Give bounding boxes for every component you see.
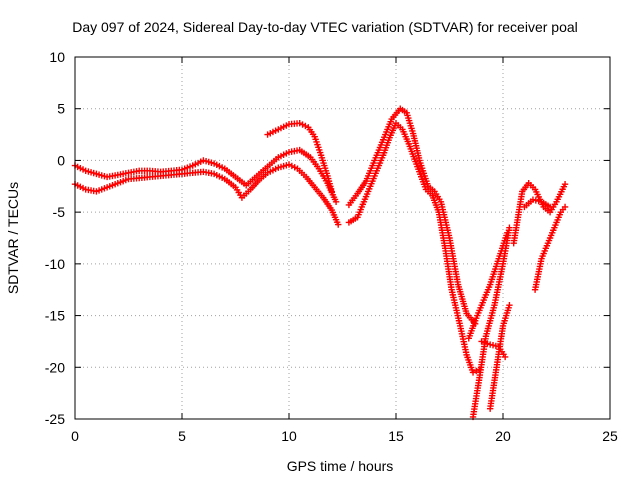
data-point [506, 302, 513, 309]
data-point [561, 203, 569, 211]
x-tick-label: 5 [178, 428, 186, 444]
y-tick-label: -15 [45, 308, 65, 324]
y-tick-label: 0 [57, 152, 65, 168]
data-point-marker [291, 164, 298, 171]
y-tick-label: 5 [57, 101, 65, 117]
x-tick-label: 0 [71, 428, 79, 444]
x-axis-label: GPS time / hours [287, 458, 394, 474]
series-1 [71, 161, 342, 228]
series-6 [469, 224, 513, 421]
data-point [332, 198, 340, 205]
data-point [506, 224, 513, 231]
series-7 [465, 229, 511, 342]
y-tick-label: -20 [45, 359, 65, 375]
grid-layer [75, 57, 610, 419]
data-point [504, 229, 511, 237]
series-12 [521, 196, 554, 211]
chart-title: Day 097 of 2024, Sidereal Day-to-day VTE… [72, 19, 578, 35]
y-axis-label: SDTVAR / TECUs [5, 182, 21, 294]
series-4 [345, 105, 479, 328]
data-point [501, 353, 509, 361]
data-point [469, 369, 477, 376]
x-tick-label: 10 [281, 428, 297, 444]
data-point [335, 221, 342, 228]
series-11 [531, 203, 569, 293]
series-3 [264, 119, 335, 195]
data-point [328, 188, 335, 195]
series-2 [71, 146, 340, 205]
plot-frame [74, 56, 611, 420]
data-point-marker [473, 367, 480, 375]
data-point-marker [484, 340, 491, 347]
data-point [478, 338, 485, 345]
data-point-marker [288, 162, 296, 170]
ticks-layer: 0 5 10 15 20 25 -25 -20 -15 -10 -5 0 5 10 [45, 49, 618, 444]
y-tick-label: -5 [53, 204, 66, 220]
data-point-marker [299, 121, 306, 128]
y-tick-label: -25 [45, 411, 65, 427]
x-tick-label: 15 [388, 428, 404, 444]
data-point [561, 181, 569, 188]
data-point-marker [302, 122, 309, 130]
x-tick-label: 20 [495, 428, 511, 444]
data-points-layer [71, 105, 569, 421]
series-9 [486, 302, 513, 412]
data-point [546, 203, 554, 211]
series-5 [345, 119, 483, 376]
data-point [285, 161, 293, 168]
y-tick-label: -10 [45, 256, 65, 272]
y-tick-label: 10 [49, 49, 65, 65]
data-point-marker [481, 339, 488, 346]
x-tick-label: 25 [602, 428, 618, 444]
data-point [296, 119, 303, 127]
